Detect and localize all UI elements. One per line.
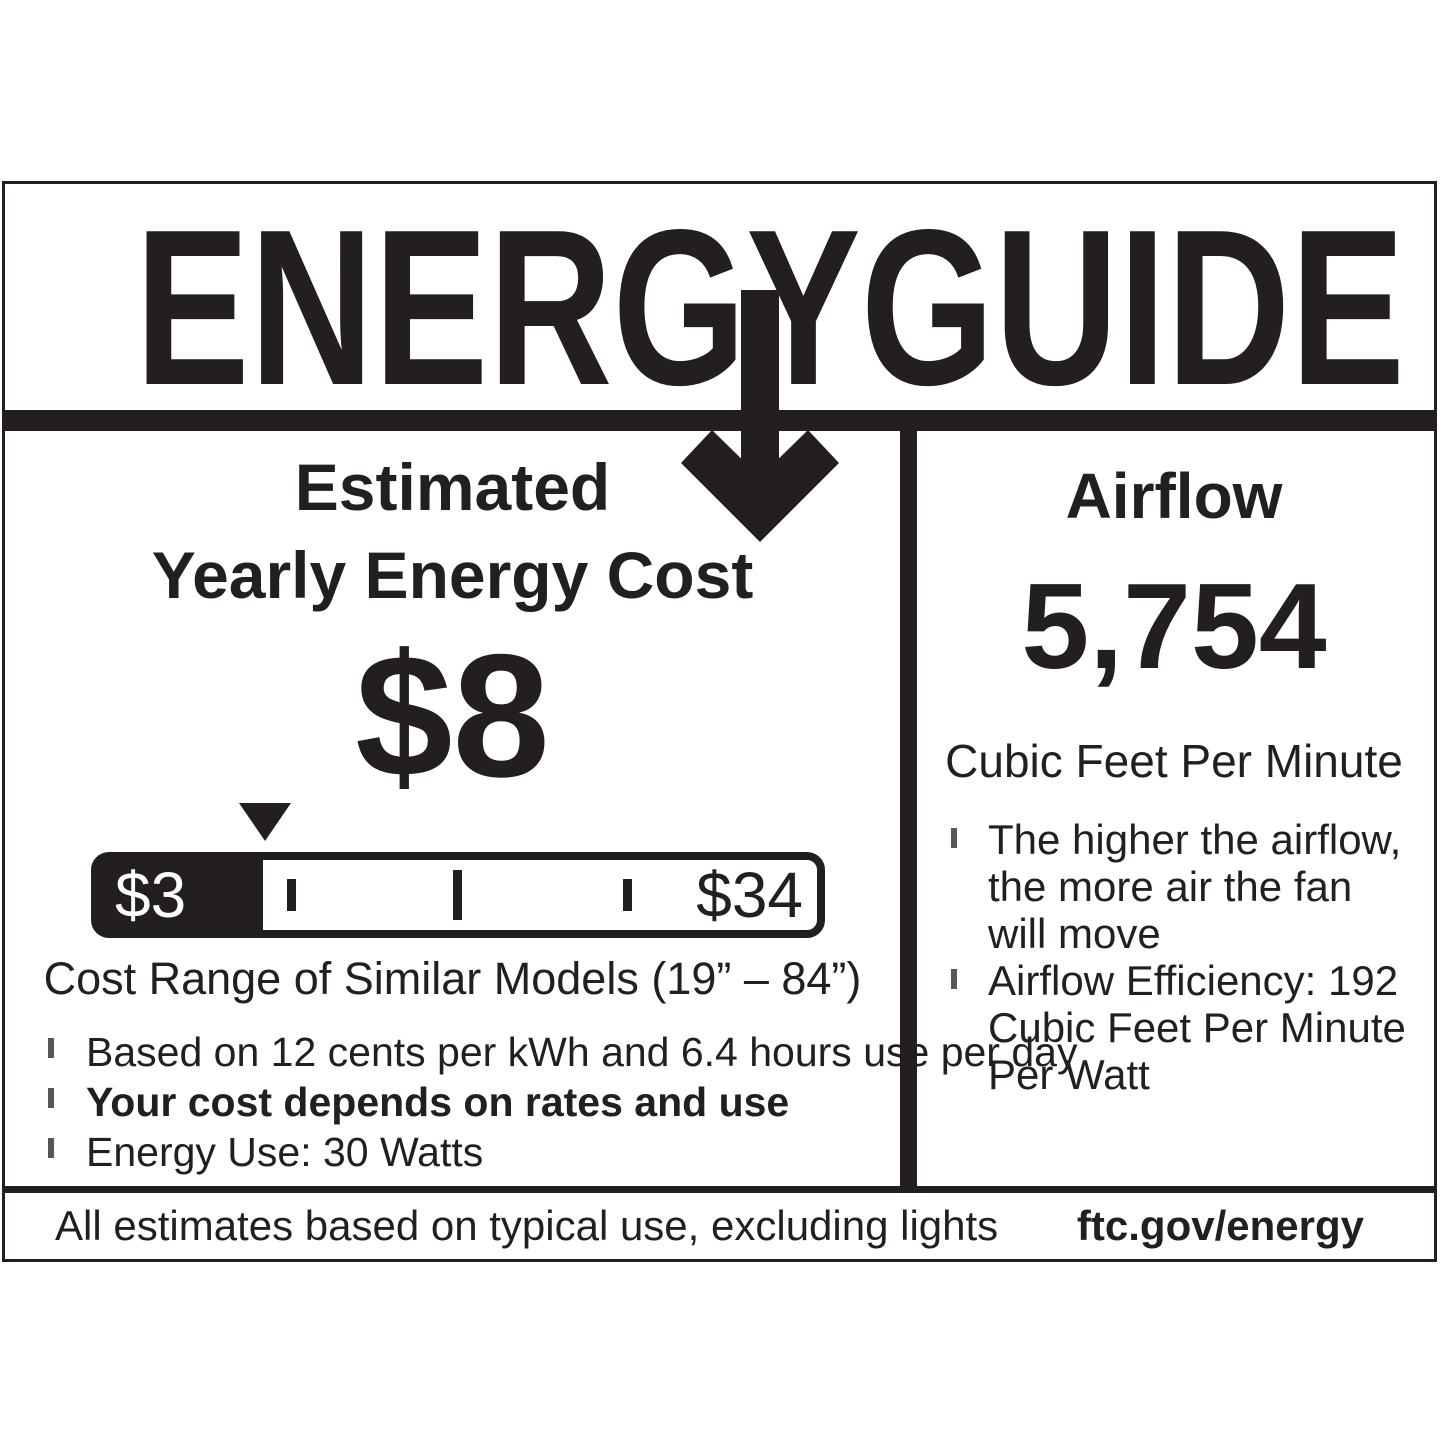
footer-disclaimer: All estimates based on typical use, excl… <box>55 1202 999 1249</box>
footer-top-divider <box>5 1186 1434 1193</box>
airflow-notes-list: The higher the airflow, the more air the… <box>917 816 1431 1098</box>
bullet-dash-icon <box>48 1138 54 1158</box>
cost-notes-list: Based on 12 cents per kWh and 6.4 hours … <box>5 1027 1077 1177</box>
cost-range-tick <box>623 879 632 911</box>
energyguide-logo: ENERGYGUIDE <box>135 184 1405 432</box>
cost-title-line1: Estimated <box>294 450 611 524</box>
energyguide-logo-text: ENERGYGUIDE <box>135 184 1405 432</box>
bullet-dash-icon <box>48 1038 54 1058</box>
cost-range-min-label: $3 <box>115 859 187 931</box>
bullet-dash-icon <box>951 828 957 848</box>
panel-vertical-divider <box>900 431 917 1186</box>
yearly-cost-value: $8 <box>355 619 550 814</box>
airflow-note-efficiency: Airflow Efficiency: 192 Cubic Feet Per M… <box>988 957 1406 1098</box>
cost-range-bar-fill <box>98 859 263 931</box>
airflow-value: 5,754 <box>1021 558 1327 694</box>
cost-range-tick-major <box>453 870 462 920</box>
cost-note-energy-use: Energy Use: 30 Watts <box>86 1129 484 1175</box>
list-item: Based on 12 cents per kWh and 6.4 hours … <box>5 1027 1077 1077</box>
header-divider-band <box>5 410 1434 431</box>
ftc-url: ftc.gov/energy <box>1076 1202 1364 1249</box>
cost-title: Estimated Yearly Energy Cost <box>5 443 900 619</box>
list-item: Energy Use: 30 Watts <box>5 1127 900 1177</box>
cost-note-basis: Based on 12 cents per kWh and 6.4 hours … <box>86 1029 1078 1075</box>
bullet-dash-icon <box>951 969 957 989</box>
cost-range-tick <box>287 879 296 911</box>
cost-range-bar: $3 $34 <box>91 852 825 938</box>
cost-range-max-label: $34 <box>696 859 803 931</box>
energy-cost-panel: Estimated Yearly Energy Cost $8 $3 $34 C… <box>5 431 1078 1186</box>
bullet-dash-icon <box>48 1088 54 1108</box>
airflow-heading: Airflow <box>1065 460 1283 532</box>
energy-guide-label: ENERGYGUIDE Estimated Yearly Energy Cost… <box>2 181 1437 1262</box>
list-item: The higher the airflow, the more air the… <box>917 816 1431 957</box>
airflow-note-higher: The higher the airflow, the more air the… <box>988 816 1402 957</box>
list-item: Your cost depends on rates and use <box>5 1077 900 1127</box>
label-footer: All estimates based on typical use, excl… <box>5 1193 1434 1259</box>
list-item: Airflow Efficiency: 192 Cubic Feet Per M… <box>917 957 1431 1098</box>
cost-title-line2: Yearly Energy Cost <box>151 538 754 612</box>
airflow-panel: Airflow 5,754 Cubic Feet Per Minute The … <box>917 431 1431 1186</box>
cost-note-rates: Your cost depends on rates and use <box>86 1079 790 1125</box>
cost-marker-triangle-icon <box>239 803 291 841</box>
cost-range-caption: Cost Range of Similar Models (19” – 84”) <box>43 953 862 1004</box>
airflow-unit: Cubic Feet Per Minute <box>945 735 1403 787</box>
